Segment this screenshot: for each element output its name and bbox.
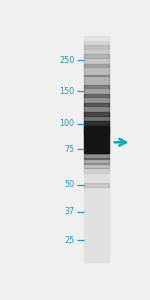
Bar — [84, 94, 110, 106]
Bar — [84, 112, 110, 125]
Text: 25: 25 — [64, 236, 75, 245]
Bar — [84, 163, 110, 168]
Bar — [84, 85, 110, 97]
Bar — [84, 154, 110, 159]
Bar — [84, 75, 110, 88]
Bar — [84, 55, 110, 67]
Text: 150: 150 — [59, 87, 75, 96]
Bar — [84, 40, 110, 262]
Bar — [84, 64, 110, 76]
Bar — [84, 103, 110, 116]
Text: 37: 37 — [64, 207, 75, 216]
Bar — [84, 126, 110, 153]
Bar — [84, 158, 110, 164]
Text: 50: 50 — [64, 181, 75, 190]
Bar — [84, 183, 110, 187]
Bar — [84, 36, 110, 49]
Text: 75: 75 — [64, 145, 75, 154]
Text: 100: 100 — [60, 119, 75, 128]
Bar — [84, 168, 110, 173]
Bar — [84, 45, 110, 58]
Bar — [84, 122, 110, 134]
Text: 250: 250 — [59, 56, 75, 65]
